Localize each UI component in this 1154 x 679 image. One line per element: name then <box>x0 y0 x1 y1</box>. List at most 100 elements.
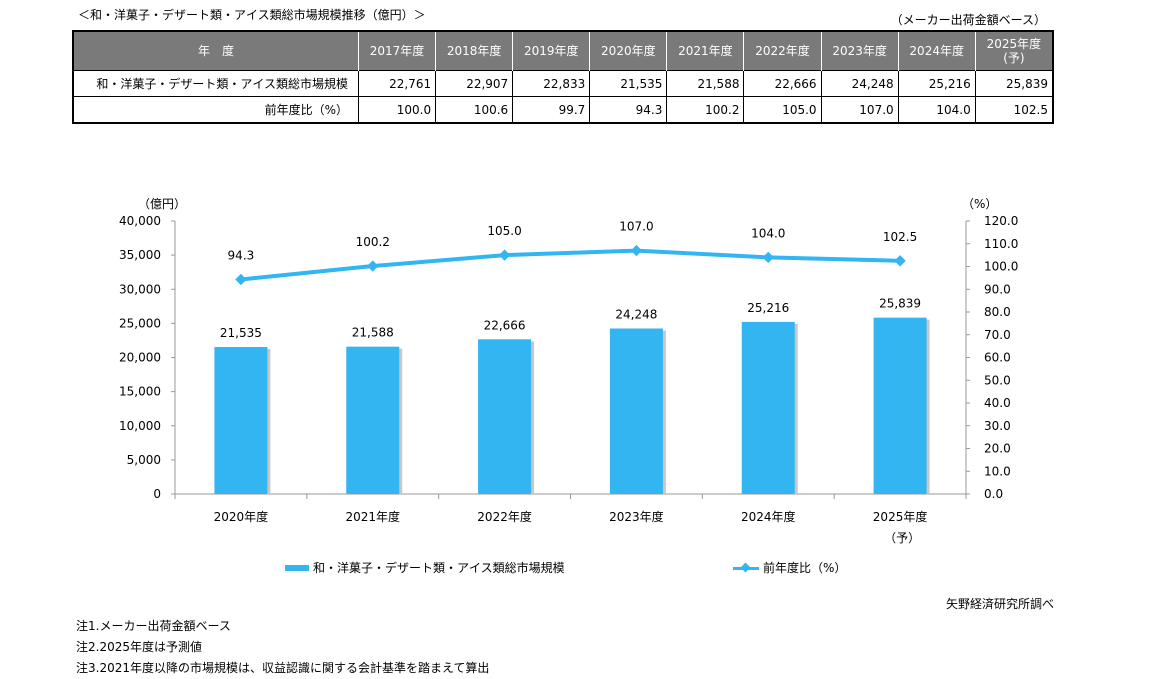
left-axis-tick-label: 25,000 <box>119 316 161 330</box>
left-axis-label: （億円） <box>138 197 186 211</box>
left-axis-tick-label: 40,000 <box>119 214 161 228</box>
table-cell: 99.7 <box>512 96 591 124</box>
table-cell: 104.0 <box>897 96 976 124</box>
line-point <box>235 273 247 286</box>
x-axis-category-label: 2024年度 <box>741 509 796 524</box>
legend-line-label: 前年度比（%） <box>763 561 847 575</box>
table-cell: 22,761 <box>357 70 437 97</box>
right-axis-tick-label: 50.0 <box>984 373 1011 387</box>
right-axis-tick-label: 60.0 <box>984 351 1011 365</box>
unit-note: （メーカー出荷金額ベース） <box>890 13 1046 27</box>
table-cell: 105.0 <box>743 96 822 124</box>
line-data-label: 102.5 <box>883 230 917 244</box>
header-year: 2021年度 <box>666 31 744 71</box>
header-year: 2018年度 <box>435 31 513 71</box>
legend-line: 前年度比（%） <box>733 559 846 576</box>
header-year: 2020年度 <box>589 31 667 71</box>
header-year: 2019年度 <box>512 31 590 71</box>
header-year-forecast: 2025年度 (予) <box>974 31 1053 71</box>
x-axis-category-label: 2020年度 <box>214 509 269 524</box>
table-cell: 100.0 <box>357 96 437 124</box>
bar-data-label: 22,666 <box>484 318 526 332</box>
note-item: 注3.2021年度以降の市場規模は、収益認識に関する会計基準を踏まえて算出 <box>76 661 490 675</box>
x-axis-category-label: 2025年度 <box>873 509 928 524</box>
right-axis-tick-label: 20.0 <box>984 442 1011 456</box>
combo-chart: 0 5,000 10,000 15,000 20,000 25,000 30,000 35,0… <box>119 197 1018 545</box>
line-point <box>762 251 774 264</box>
line-data-label: 105.0 <box>487 224 521 238</box>
note-item: 注1.メーカー出荷金額ベース <box>76 619 231 633</box>
left-axis-tick-label: 0 <box>153 487 161 501</box>
x-axis-category-label: 2021年度 <box>345 509 400 524</box>
right-axis-tick-label: 100.0 <box>984 260 1018 274</box>
table-cell: 100.2 <box>666 96 745 124</box>
right-axis-tick-label: 90.0 <box>984 282 1011 296</box>
table-cell: 21,588 <box>666 70 745 97</box>
source-credit: 矢野経済研究所調べ <box>945 597 1054 611</box>
table-cell: 107.0 <box>820 96 899 124</box>
bar-data-label: 25,839 <box>879 297 921 311</box>
line-point <box>498 249 511 261</box>
right-axis-tick-label: 10.0 <box>984 464 1011 478</box>
x-axis-category-sublabel: （予） <box>884 531 920 545</box>
legend-bar-label: 和・洋菓子・デザート類・アイス類総市場規模 <box>313 561 565 575</box>
left-axis-tick-label: 15,000 <box>119 385 161 399</box>
left-axis-tick-label: 35,000 <box>119 248 161 262</box>
header-year: 2022年度 <box>743 31 822 71</box>
left-axis-tick-label: 5,000 <box>127 453 161 467</box>
row-label: 和・洋菓子・デザート類・アイス類総市場規模 <box>72 70 359 97</box>
note-item: 注2.2025年度は予測値 <box>76 640 202 654</box>
right-axis-tick-label: 110.0 <box>984 237 1018 251</box>
table-cell: 100.6 <box>435 96 514 124</box>
left-axis-tick-label: 10,000 <box>119 419 161 433</box>
bar-data-label: 25,216 <box>747 301 789 315</box>
right-axis-tick-label: 0.0 <box>984 487 1003 501</box>
table-cell: 22,833 <box>512 70 591 97</box>
bar <box>478 339 532 494</box>
line-data-label: 94.3 <box>228 248 255 262</box>
bar-data-label: 24,248 <box>615 308 657 322</box>
right-axis-tick-label: 70.0 <box>984 328 1011 342</box>
line-point <box>894 255 906 267</box>
table-row-market-size: 和・洋菓子・デザート類・アイス類総市場規模 22,761 22,907 22,8… <box>72 70 1054 97</box>
x-axis-category-label: 2022年度 <box>477 509 532 524</box>
market-size-table: 年 度 2017年度 2018年度 2019年度 2020年度 2021年度 2… <box>72 30 1054 124</box>
table-cell: 24,248 <box>820 70 899 97</box>
table-cell: 94.3 <box>589 96 668 124</box>
legend-bar: 和・洋菓子・デザート類・アイス類総市場規模 <box>285 559 565 576</box>
line-data-label: 107.0 <box>619 220 653 234</box>
bar <box>346 346 400 494</box>
right-axis-label: （%） <box>962 197 997 211</box>
left-axis-tick-label: 30,000 <box>119 282 161 296</box>
line-data-label: 104.0 <box>751 226 785 240</box>
table-cell: 22,666 <box>743 70 822 97</box>
table-row-yoy: 前年度比（%） 100.0 100.6 99.7 94.3 100.2 105.… <box>72 96 1054 124</box>
right-axis-tick-label: 80.0 <box>984 305 1011 319</box>
bar-data-label: 21,588 <box>352 326 394 340</box>
table-cell: 22,907 <box>435 70 514 97</box>
bar-data-label: 21,535 <box>220 326 262 340</box>
header-year: 2017年度 <box>357 31 436 71</box>
bar <box>873 317 927 494</box>
right-axis-tick-label: 120.0 <box>984 214 1018 228</box>
table-header-row: 年 度 2017年度 2018年度 2019年度 2020年度 2021年度 2… <box>73 31 1053 71</box>
table-cell: 25,839 <box>974 70 1054 97</box>
line-point <box>367 260 379 272</box>
legend-line-swatch <box>733 563 759 573</box>
line-point <box>630 244 643 257</box>
notes: 注1.メーカー出荷金額ベース 注2.2025年度は予測値 注3.2021年度以降… <box>76 616 489 679</box>
left-axis-tick-label: 20,000 <box>119 351 161 365</box>
header-year-label: 年 度 <box>73 31 359 71</box>
line-data-label: 100.2 <box>356 235 390 249</box>
table-cell: 102.5 <box>974 96 1054 124</box>
table-title: ＜和・洋菓子・デザート類・アイス類総市場規模推移（億円）＞ <box>78 8 426 22</box>
right-axis-tick-label: 40.0 <box>984 396 1011 410</box>
row-label: 前年度比（%） <box>72 96 359 124</box>
bar <box>214 347 268 494</box>
bar <box>609 328 663 494</box>
x-axis-category-label: 2023年度 <box>609 509 664 524</box>
line-series <box>240 248 901 282</box>
header-year: 2023年度 <box>820 31 899 71</box>
table-cell: 21,535 <box>589 70 668 97</box>
right-axis-tick-label: 30.0 <box>984 419 1011 433</box>
